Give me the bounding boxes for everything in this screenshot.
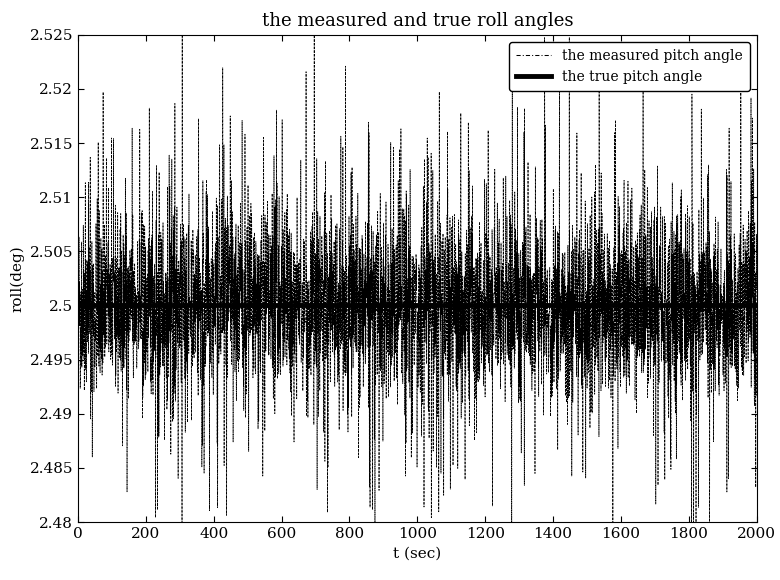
Title: the measured and true roll angles: the measured and true roll angles — [261, 12, 573, 31]
the measured pitch angle — [732, 368, 741, 375]
the measured pitch angle — [697, 306, 707, 313]
Line: the measured pitch angle: the measured pitch angle — [78, 14, 757, 580]
the true pitch angle — [73, 302, 83, 309]
X-axis label: t (sec): t (sec) — [393, 546, 441, 560]
the measured pitch angle — [178, 11, 187, 18]
the true pitch angle — [73, 302, 83, 309]
the measured pitch angle — [396, 251, 406, 258]
Legend: the measured pitch angle, the true pitch angle: the measured pitch angle, the true pitch… — [509, 42, 750, 90]
the measured pitch angle — [364, 404, 374, 411]
the measured pitch angle — [752, 287, 761, 293]
the measured pitch angle — [566, 351, 576, 358]
Y-axis label: roll(deg): roll(deg) — [9, 245, 24, 312]
the measured pitch angle — [73, 281, 83, 288]
the measured pitch angle — [359, 383, 368, 390]
